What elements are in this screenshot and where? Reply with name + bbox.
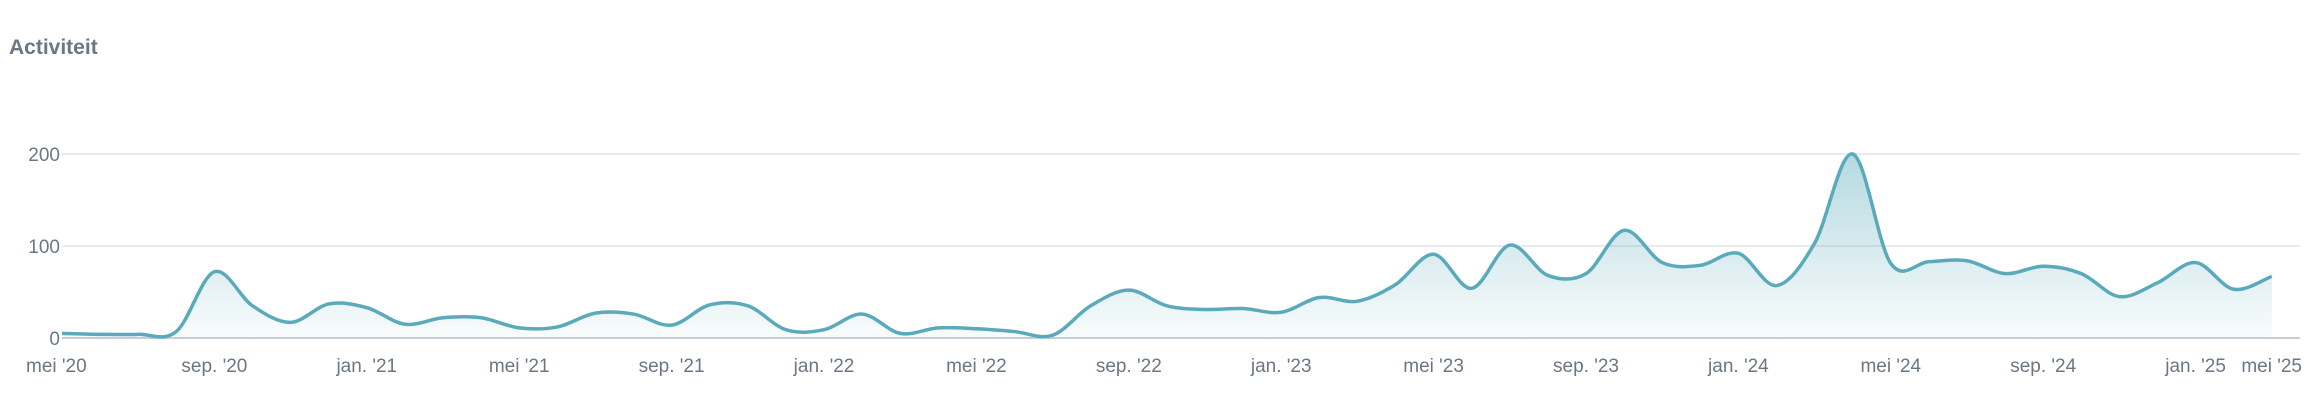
- data-point[interactable]: [247, 300, 259, 312]
- data-point[interactable]: [1161, 300, 1173, 312]
- data-point[interactable]: [1351, 295, 1363, 307]
- x-tick-label: mei '20: [26, 356, 87, 377]
- data-point[interactable]: [1123, 284, 1135, 296]
- x-tick-label: mei '23: [1403, 356, 1464, 377]
- data-point[interactable]: [1237, 303, 1249, 315]
- x-tick-label: jan. '25: [2164, 356, 2226, 377]
- data-point[interactable]: [1199, 303, 1211, 315]
- data-point[interactable]: [1961, 255, 1973, 267]
- data-point[interactable]: [1618, 224, 1630, 236]
- x-tick-label: jan. '21: [335, 356, 397, 377]
- data-point[interactable]: [208, 266, 220, 278]
- data-point[interactable]: [818, 324, 830, 336]
- data-point[interactable]: [894, 327, 906, 339]
- data-point[interactable]: [2037, 260, 2049, 272]
- data-point[interactable]: [780, 324, 792, 336]
- x-tick-label: mei '25: [2241, 356, 2302, 377]
- data-point[interactable]: [1580, 268, 1592, 280]
- data-point[interactable]: [1732, 247, 1744, 259]
- data-point[interactable]: [399, 318, 411, 330]
- data-point[interactable]: [1390, 279, 1402, 291]
- data-point[interactable]: [475, 312, 487, 324]
- data-point[interactable]: [856, 308, 868, 320]
- x-tick-label: jan. '22: [793, 356, 855, 377]
- data-point[interactable]: [285, 316, 297, 328]
- x-tick-label: mei '24: [1860, 356, 1921, 377]
- data-point[interactable]: [1047, 329, 1059, 341]
- data-point[interactable]: [1428, 248, 1440, 260]
- x-tick-label: sep. '21: [639, 356, 705, 377]
- series-line: [61, 152, 2273, 339]
- data-point[interactable]: [704, 299, 716, 311]
- data-point[interactable]: [1656, 257, 1668, 269]
- data-point[interactable]: [2152, 277, 2164, 289]
- data-point[interactable]: [1809, 237, 1821, 249]
- data-point[interactable]: [551, 321, 563, 333]
- data-point[interactable]: [1694, 259, 1706, 271]
- data-point[interactable]: [1275, 306, 1287, 318]
- chart-title: Activiteit: [9, 36, 98, 59]
- data-point[interactable]: [2228, 283, 2240, 295]
- data-point[interactable]: [970, 323, 982, 335]
- data-point[interactable]: [2266, 270, 2278, 282]
- data-point[interactable]: [132, 328, 144, 340]
- data-point[interactable]: [1885, 257, 1897, 269]
- x-axis-ticks: mei '20 sep. '20 jan. '21 mei '21 sep. '21 ja…: [26, 356, 2302, 377]
- y-tick-label: 0: [49, 329, 60, 350]
- data-point[interactable]: [932, 322, 944, 334]
- data-point[interactable]: [2113, 291, 2125, 303]
- data-point[interactable]: [628, 308, 640, 320]
- x-tick-label: jan. '23: [1250, 356, 1312, 377]
- data-point[interactable]: [94, 328, 106, 340]
- x-tick-label: sep. '22: [1096, 356, 1162, 377]
- data-point[interactable]: [1313, 292, 1325, 304]
- x-tick-label: sep. '20: [181, 356, 247, 377]
- y-tick-label: 200: [28, 145, 60, 166]
- data-point[interactable]: [1847, 148, 1859, 160]
- data-point[interactable]: [1009, 326, 1021, 338]
- y-tick-label: 100: [28, 237, 60, 258]
- data-point[interactable]: [666, 319, 678, 331]
- data-point[interactable]: [589, 307, 601, 319]
- area-fill: [62, 153, 2272, 338]
- data-point[interactable]: [1085, 300, 1097, 312]
- data-point[interactable]: [1466, 282, 1478, 294]
- x-tick-label: mei '21: [489, 356, 550, 377]
- data-point[interactable]: [1999, 268, 2011, 280]
- data-point[interactable]: [1923, 256, 1935, 268]
- data-point[interactable]: [2190, 257, 2202, 269]
- data-point[interactable]: [742, 300, 754, 312]
- x-tick-label: mei '22: [946, 356, 1007, 377]
- data-point[interactable]: [1542, 269, 1554, 281]
- y-axis-ticks: 0 100 200: [28, 145, 60, 350]
- area-series: [61, 148, 2278, 341]
- x-tick-label: sep. '24: [2010, 356, 2076, 377]
- data-point[interactable]: [1771, 280, 1783, 292]
- data-point[interactable]: [170, 326, 182, 338]
- x-tick-label: sep. '23: [1553, 356, 1619, 377]
- data-point[interactable]: [323, 298, 335, 310]
- data-point[interactable]: [437, 312, 449, 324]
- x-tick-label: jan. '24: [1707, 356, 1769, 377]
- data-point[interactable]: [1504, 239, 1516, 251]
- data-point[interactable]: [2075, 268, 2087, 280]
- data-point[interactable]: [513, 322, 525, 334]
- data-point[interactable]: [361, 302, 373, 314]
